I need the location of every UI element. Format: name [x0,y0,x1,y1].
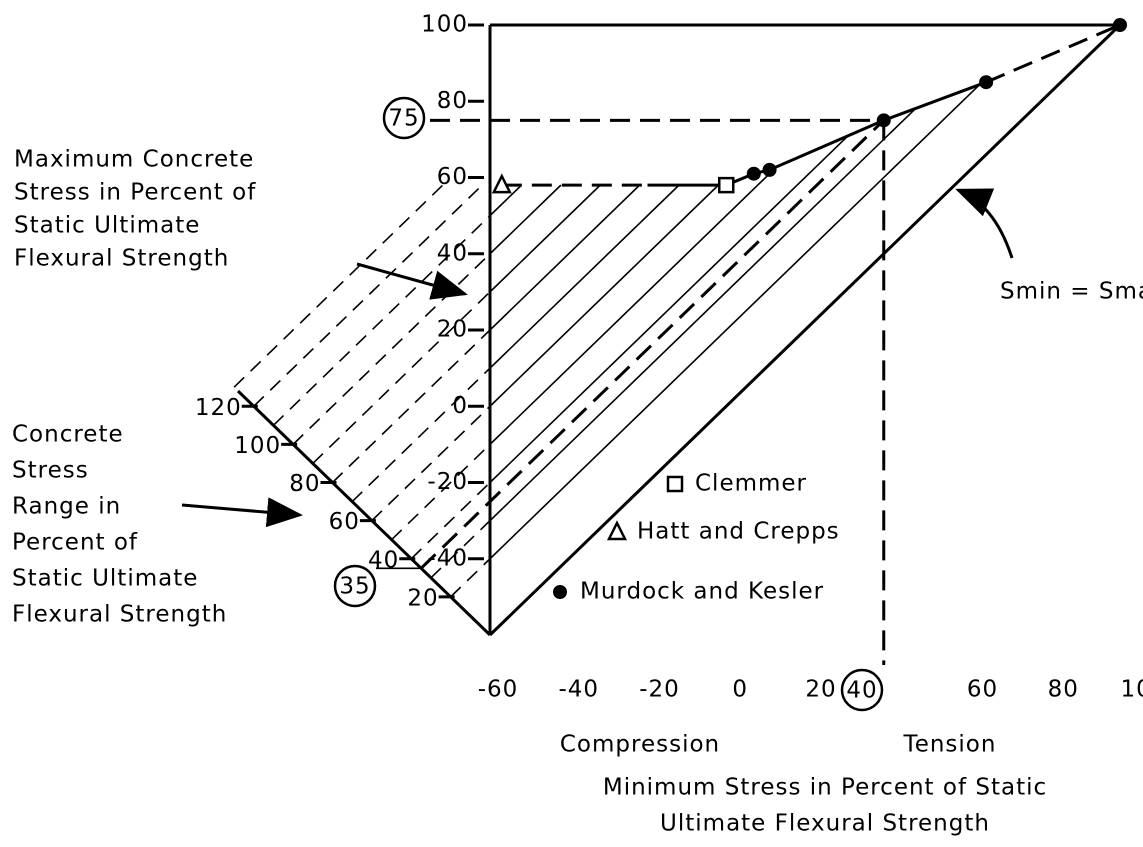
marker-square [718,176,735,194]
range-line [450,558,491,598]
y-tick-label: -40 [427,545,468,571]
arrow [181,497,303,528]
range-line [489,107,917,522]
range-line [489,165,778,445]
y-tick-label: 0 [452,393,468,419]
marker-triangle [491,173,512,194]
range-axis-title: Percent of [12,530,138,556]
y-axis-title: Stress in Percent of [14,180,256,206]
arrow [356,262,468,300]
range-tick-label: 60 [329,509,360,535]
y-axis-title: Static Ultimate [14,213,200,239]
range-line [430,520,491,579]
envelope [985,23,1121,84]
equality-label: Smin = Smax [1000,279,1143,305]
x-tick-label: 0 [732,677,748,703]
y-axis-title: Flexural Strength [14,246,229,272]
range-axis [236,389,492,637]
arrows [181,188,1014,528]
x-axis-title: Minimum Stress in Percent of Static [603,775,1047,801]
range-line [410,481,491,560]
range-tick-label: 120 [195,395,242,421]
legend-label: Murdock and Kesler [580,579,824,605]
range-line [371,405,491,522]
range-line [489,184,641,331]
range-line [233,184,444,388]
range-line [489,184,719,407]
x-axis-title: Ultimate Flexural Strength [660,811,990,837]
highlight-range-label: 35 [339,574,370,600]
range-tick-label: 100 [234,433,281,459]
range-axis-title: Concrete [12,422,124,448]
marker-circle [979,75,994,90]
circle [840,668,884,712]
y-tick-label: 40 [437,240,468,266]
circle [382,96,426,140]
marker-circle [1113,18,1127,32]
y-tick-label: -20 [427,469,468,495]
y-tick-label: 60 [437,164,468,190]
range-line [489,134,849,484]
circles [333,96,884,712]
range-axis-title: Flexural Strength [12,602,227,628]
marker-circle [746,166,761,181]
highlight-y-label: 75 [388,106,419,132]
x-tick-label: -20 [639,677,680,703]
x-side-label: Compression [560,732,720,758]
range-line [489,184,680,369]
range-tick-label: 80 [289,471,320,497]
legend-marker [606,520,628,541]
legend-label: Clemmer [695,471,807,497]
y-tick-label: 20 [437,317,468,343]
x-tick-label: 100 [1121,677,1143,703]
range-tick-label: 40 [368,547,399,573]
range-line [312,291,491,465]
range-line [489,83,981,560]
arrow [955,188,1014,259]
x-tick-label: 20 [805,677,836,703]
range-line [489,184,562,255]
x-tick-label: -60 [478,677,519,703]
range-line [253,184,483,407]
y-tick-label: 80 [437,88,468,114]
circle [333,564,377,608]
highlight-range-line [420,119,885,570]
x-side-label: Tension [903,732,997,758]
envelope [647,80,987,187]
y-tick-label: 100 [421,12,468,38]
range-tick-label: 20 [407,585,438,611]
range-axis-title: Stress [12,458,89,484]
range-line [489,184,523,217]
range-axis-title: Range in [12,494,121,520]
y-axis-title: Maximum Concrete [14,147,254,173]
x-tick-label: 80 [1048,677,1079,703]
marker-circle [762,162,777,177]
equality-line [488,23,1122,637]
range-axis-title: Static Ultimate [12,566,198,592]
legend-marker [666,475,684,493]
range-line [272,215,491,426]
legend-marker [553,585,567,599]
range-line [489,184,601,293]
marker-circle [876,113,891,128]
highlight-x-label: 40 [846,678,877,704]
range-line [331,329,491,484]
x-tick-label: 60 [967,677,998,703]
x-tick-label: -40 [558,677,599,703]
legend-label: Hatt and Crepps [637,519,840,545]
range-line [351,367,491,503]
